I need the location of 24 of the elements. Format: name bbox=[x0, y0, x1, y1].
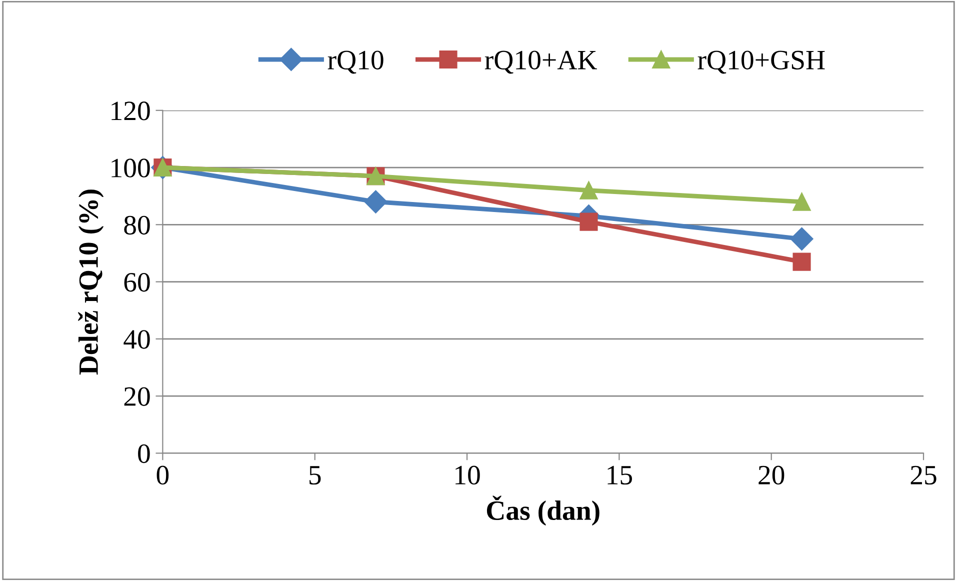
y-tick-label: 80 bbox=[124, 216, 150, 235]
x-tick-label: 0 bbox=[156, 466, 169, 485]
x-tick-label: 20 bbox=[758, 466, 784, 485]
point bbox=[792, 252, 811, 271]
legend-label: rQ10 bbox=[328, 50, 384, 74]
y-tick-label: 40 bbox=[124, 330, 150, 349]
y-tick-label: 20 bbox=[124, 387, 150, 406]
y-axis-title: Delež rQ10 (%) bbox=[78, 190, 104, 375]
point bbox=[580, 181, 598, 200]
y-tick-label: 60 bbox=[124, 272, 150, 292]
x-tick-label: 15 bbox=[608, 466, 632, 485]
x-tick-label: 25 bbox=[910, 466, 936, 485]
x-axis-title: Čas (dan) bbox=[486, 496, 600, 526]
point bbox=[364, 190, 388, 214]
legend-label: rQ10+AK bbox=[484, 50, 597, 74]
y-tick-label: 100 bbox=[112, 158, 150, 178]
y-tick-label: 120 bbox=[112, 102, 150, 120]
point bbox=[792, 192, 811, 211]
legend-label: rQ10+GSH bbox=[698, 50, 825, 74]
x-tick-label: 10 bbox=[456, 466, 480, 485]
y-tick-label: 0 bbox=[138, 444, 150, 464]
point bbox=[790, 227, 814, 250]
x-tick-label: 5 bbox=[310, 466, 321, 485]
point bbox=[580, 212, 598, 231]
